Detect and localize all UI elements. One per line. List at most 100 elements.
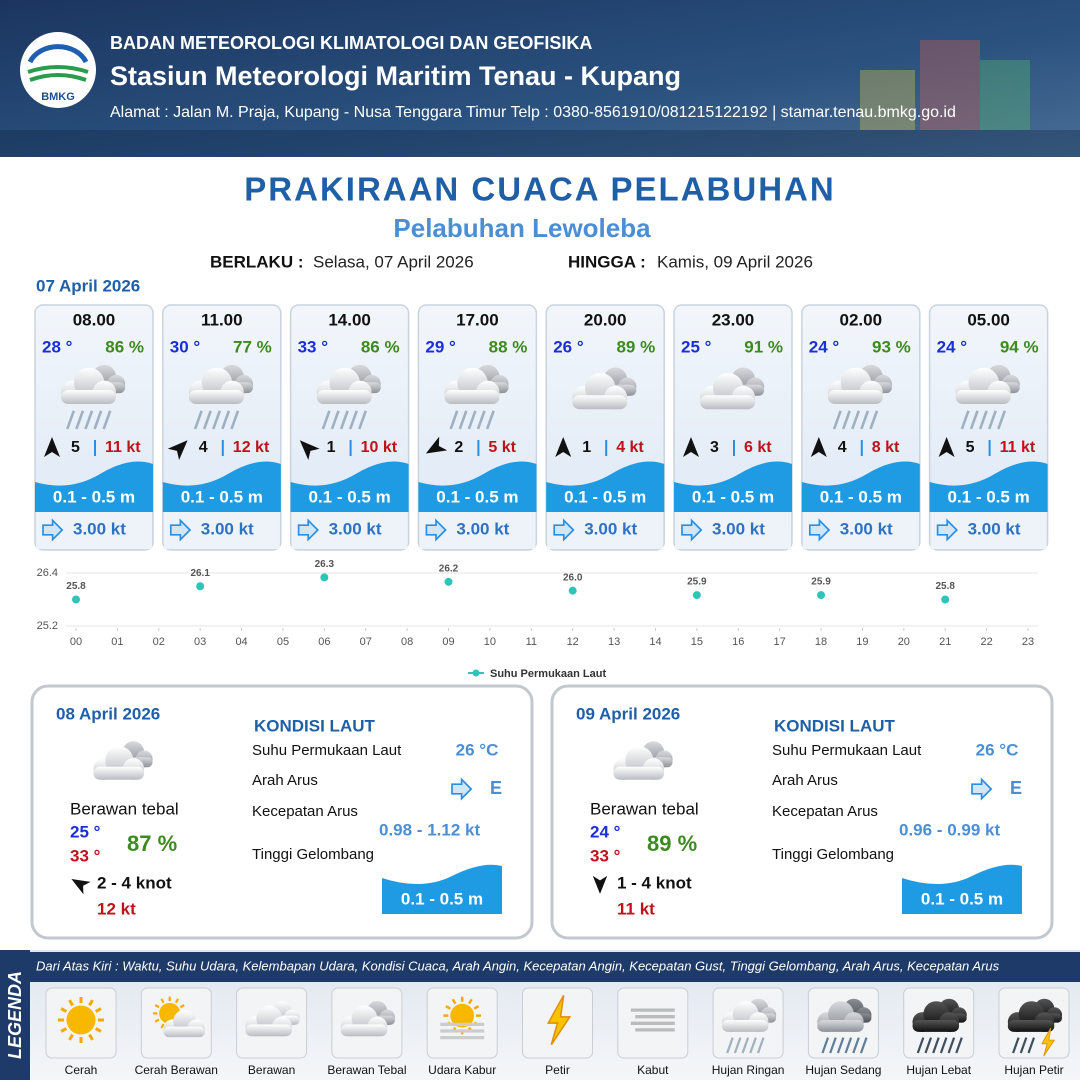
- wind-speed: 3: [710, 439, 719, 456]
- sun-ray: [451, 998, 457, 1005]
- rain-drop: [458, 410, 468, 430]
- rain-drop: [84, 410, 94, 430]
- sun: [58, 997, 104, 1043]
- wind-speed: 1: [582, 439, 591, 456]
- day-gust: 11 kt: [617, 899, 655, 918]
- sun-ray: [88, 999, 94, 1007]
- weather-icon: [1007, 998, 1063, 1057]
- current-direction-arrow: [553, 518, 575, 542]
- rain-drop: [852, 1037, 860, 1054]
- valid-to-label: HINGGA :: [568, 252, 646, 271]
- legend-item-label: Petir: [545, 1063, 570, 1077]
- sea-label: Suhu Permukaan Laut: [772, 742, 922, 759]
- sun-ray: [154, 1004, 160, 1009]
- cloud: [340, 1005, 388, 1037]
- current-direction-arrow: [936, 518, 958, 542]
- wind-speed: 4: [199, 439, 208, 456]
- sun-ray: [68, 1033, 74, 1041]
- rain-drop: [756, 1037, 765, 1054]
- rain-drop: [978, 410, 988, 430]
- cloud: [245, 1005, 292, 1037]
- rain-drop: [947, 1037, 956, 1054]
- rain-drop: [193, 410, 203, 430]
- y-tick-label: 26.4: [37, 567, 58, 579]
- station-name: Stasiun Meteorologi Maritim Tenau - Kupa…: [110, 61, 681, 91]
- gust-speed: 6 kt: [744, 439, 772, 456]
- day-gust: 12 kt: [97, 899, 136, 918]
- day-humidity: 87 %: [127, 831, 177, 856]
- cloud: [163, 1009, 205, 1038]
- cloud-part: [613, 766, 665, 780]
- x-tick-label: 00: [70, 636, 82, 648]
- wave: [162, 461, 281, 512]
- wind-direction-arrow: [810, 437, 827, 457]
- weather-icon: [827, 364, 892, 430]
- forecast-time: 08.00: [73, 310, 116, 329]
- wind-direction-arrow: [683, 437, 699, 457]
- x-tick-label: 09: [442, 636, 454, 648]
- wave-height: 0.1 - 0.5 m: [53, 487, 135, 506]
- forecast-humidity: 88 %: [489, 337, 528, 356]
- cloud-part: [912, 1020, 960, 1032]
- wave: [35, 461, 153, 512]
- rain-drop: [339, 410, 349, 430]
- cloud-part: [827, 390, 883, 405]
- weather-icon: [444, 364, 509, 430]
- current-speed: 3.00 kt: [329, 519, 382, 538]
- current-direction-arrow: [681, 518, 703, 542]
- sun-ray: [179, 1004, 185, 1009]
- wind-speed: 2: [454, 439, 463, 456]
- data-label: 26.1: [190, 568, 210, 579]
- gust-speed: 11 kt: [1000, 439, 1036, 456]
- forecast-humidity: 89 %: [616, 337, 655, 356]
- current-direction-arrow: [808, 518, 831, 542]
- wind-direction-arrow: [44, 437, 60, 457]
- rain-drop: [741, 1037, 750, 1054]
- weather-icon: [152, 996, 205, 1038]
- wind-speed: 4: [838, 439, 847, 456]
- rain-drop: [955, 1037, 963, 1054]
- wind-direction-arrow: [299, 440, 320, 461]
- container-stack: [860, 70, 915, 130]
- legend-item-label: Hujan Lebat: [906, 1063, 971, 1077]
- day-temp-min: 24 °: [590, 822, 621, 841]
- x-tick-label: 08: [401, 636, 413, 648]
- day-humidity: 89 %: [647, 831, 697, 856]
- cloud-part: [245, 1024, 292, 1037]
- rain-drop: [321, 410, 331, 430]
- forecast-humidity: 94 %: [1000, 337, 1039, 356]
- current-speed: 3.00 kt: [712, 519, 765, 538]
- rain-drop: [330, 410, 340, 430]
- x-tick-label: 22: [980, 636, 992, 648]
- rain-drop: [202, 410, 212, 430]
- legend-item-label: Hujan Petir: [1004, 1063, 1063, 1077]
- legend-title-strip: [0, 950, 30, 1080]
- data-label: 26.3: [315, 559, 335, 570]
- data-label: 25.8: [66, 581, 86, 592]
- cloud: [613, 746, 665, 780]
- day-temp-max: 33 °: [590, 846, 621, 865]
- current-speed: 0.96 - 0.99 kt: [899, 820, 1000, 839]
- current-speed: 0.98 - 1.12 kt: [379, 820, 480, 839]
- sun-ray: [60, 1007, 68, 1013]
- y-tick-label: 25.2: [37, 620, 58, 632]
- rain-drop: [969, 410, 979, 430]
- cloud-part: [444, 390, 500, 405]
- rain-drop: [449, 410, 459, 430]
- weather-icon: [817, 998, 872, 1054]
- data-label: 25.8: [935, 581, 955, 592]
- sea-label: Arah Arus: [772, 772, 838, 789]
- cloud-part: [817, 1020, 864, 1032]
- cloud-part: [61, 390, 117, 405]
- address: Alamat : Jalan M. Praja, Kupang - Nusa T…: [110, 104, 956, 121]
- sea-label: Tinggi Gelombang: [772, 846, 894, 863]
- container-stack: [980, 60, 1030, 130]
- rain-drop: [1012, 1037, 1020, 1054]
- gust-speed: 5 kt: [488, 439, 516, 456]
- forecast-humidity: 86 %: [105, 337, 144, 356]
- cloud: [827, 367, 883, 405]
- gust-speed: 8 kt: [872, 439, 900, 456]
- cloud-part: [700, 395, 756, 410]
- rain-drop: [916, 1037, 925, 1054]
